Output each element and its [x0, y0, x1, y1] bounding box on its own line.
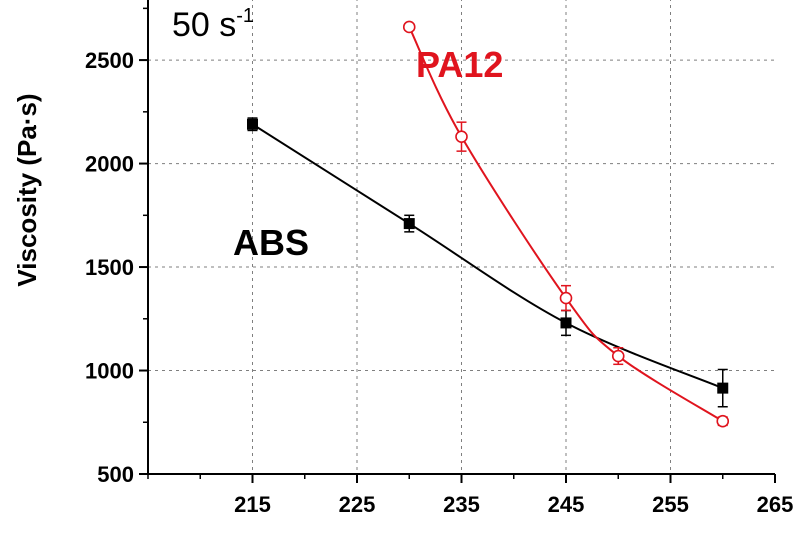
series-label-pa12: PA12	[416, 44, 503, 85]
series-line-pa12	[408, 26, 724, 423]
data-point-abs	[247, 118, 258, 130]
y-tick-label: 1000	[85, 359, 134, 384]
grid	[148, 0, 775, 474]
x-tick-label: 245	[548, 492, 585, 517]
data-point-pa12	[559, 291, 573, 305]
x-tick-label: 235	[443, 492, 480, 517]
series	[247, 20, 730, 428]
data-point-abs	[717, 382, 729, 394]
data-point-pa12	[402, 20, 416, 34]
x-tick-label: 255	[652, 492, 689, 517]
data-point-pa12	[716, 414, 730, 428]
y-tick-label: 2000	[85, 152, 134, 177]
shear-rate-value: 50 s	[172, 6, 236, 44]
data-point-pa12	[455, 130, 468, 143]
shear-rate-label: 50 s-1	[172, 5, 254, 44]
series-line-abs	[251, 123, 724, 390]
data-point-abs	[560, 317, 572, 329]
x-tick-label: 215	[234, 492, 271, 517]
shear-rate-exponent: -1	[236, 5, 254, 27]
y-tick-label: 1500	[85, 255, 134, 280]
y-tick-label: 2500	[85, 48, 134, 73]
data-point-pa12	[611, 349, 625, 363]
x-tick-label: 225	[339, 492, 376, 517]
y-axis-title: Viscosity (Pa·s)	[12, 93, 42, 286]
axes	[139, 0, 776, 483]
data-point-abs	[403, 218, 415, 230]
x-tick-label: 265	[757, 492, 794, 517]
tick-labels: 215 225 235 245 255 265 500 1000 1500 2000 2500	[85, 48, 793, 517]
y-tick-label: 500	[97, 462, 134, 487]
series-label-abs: ABS	[233, 222, 309, 263]
